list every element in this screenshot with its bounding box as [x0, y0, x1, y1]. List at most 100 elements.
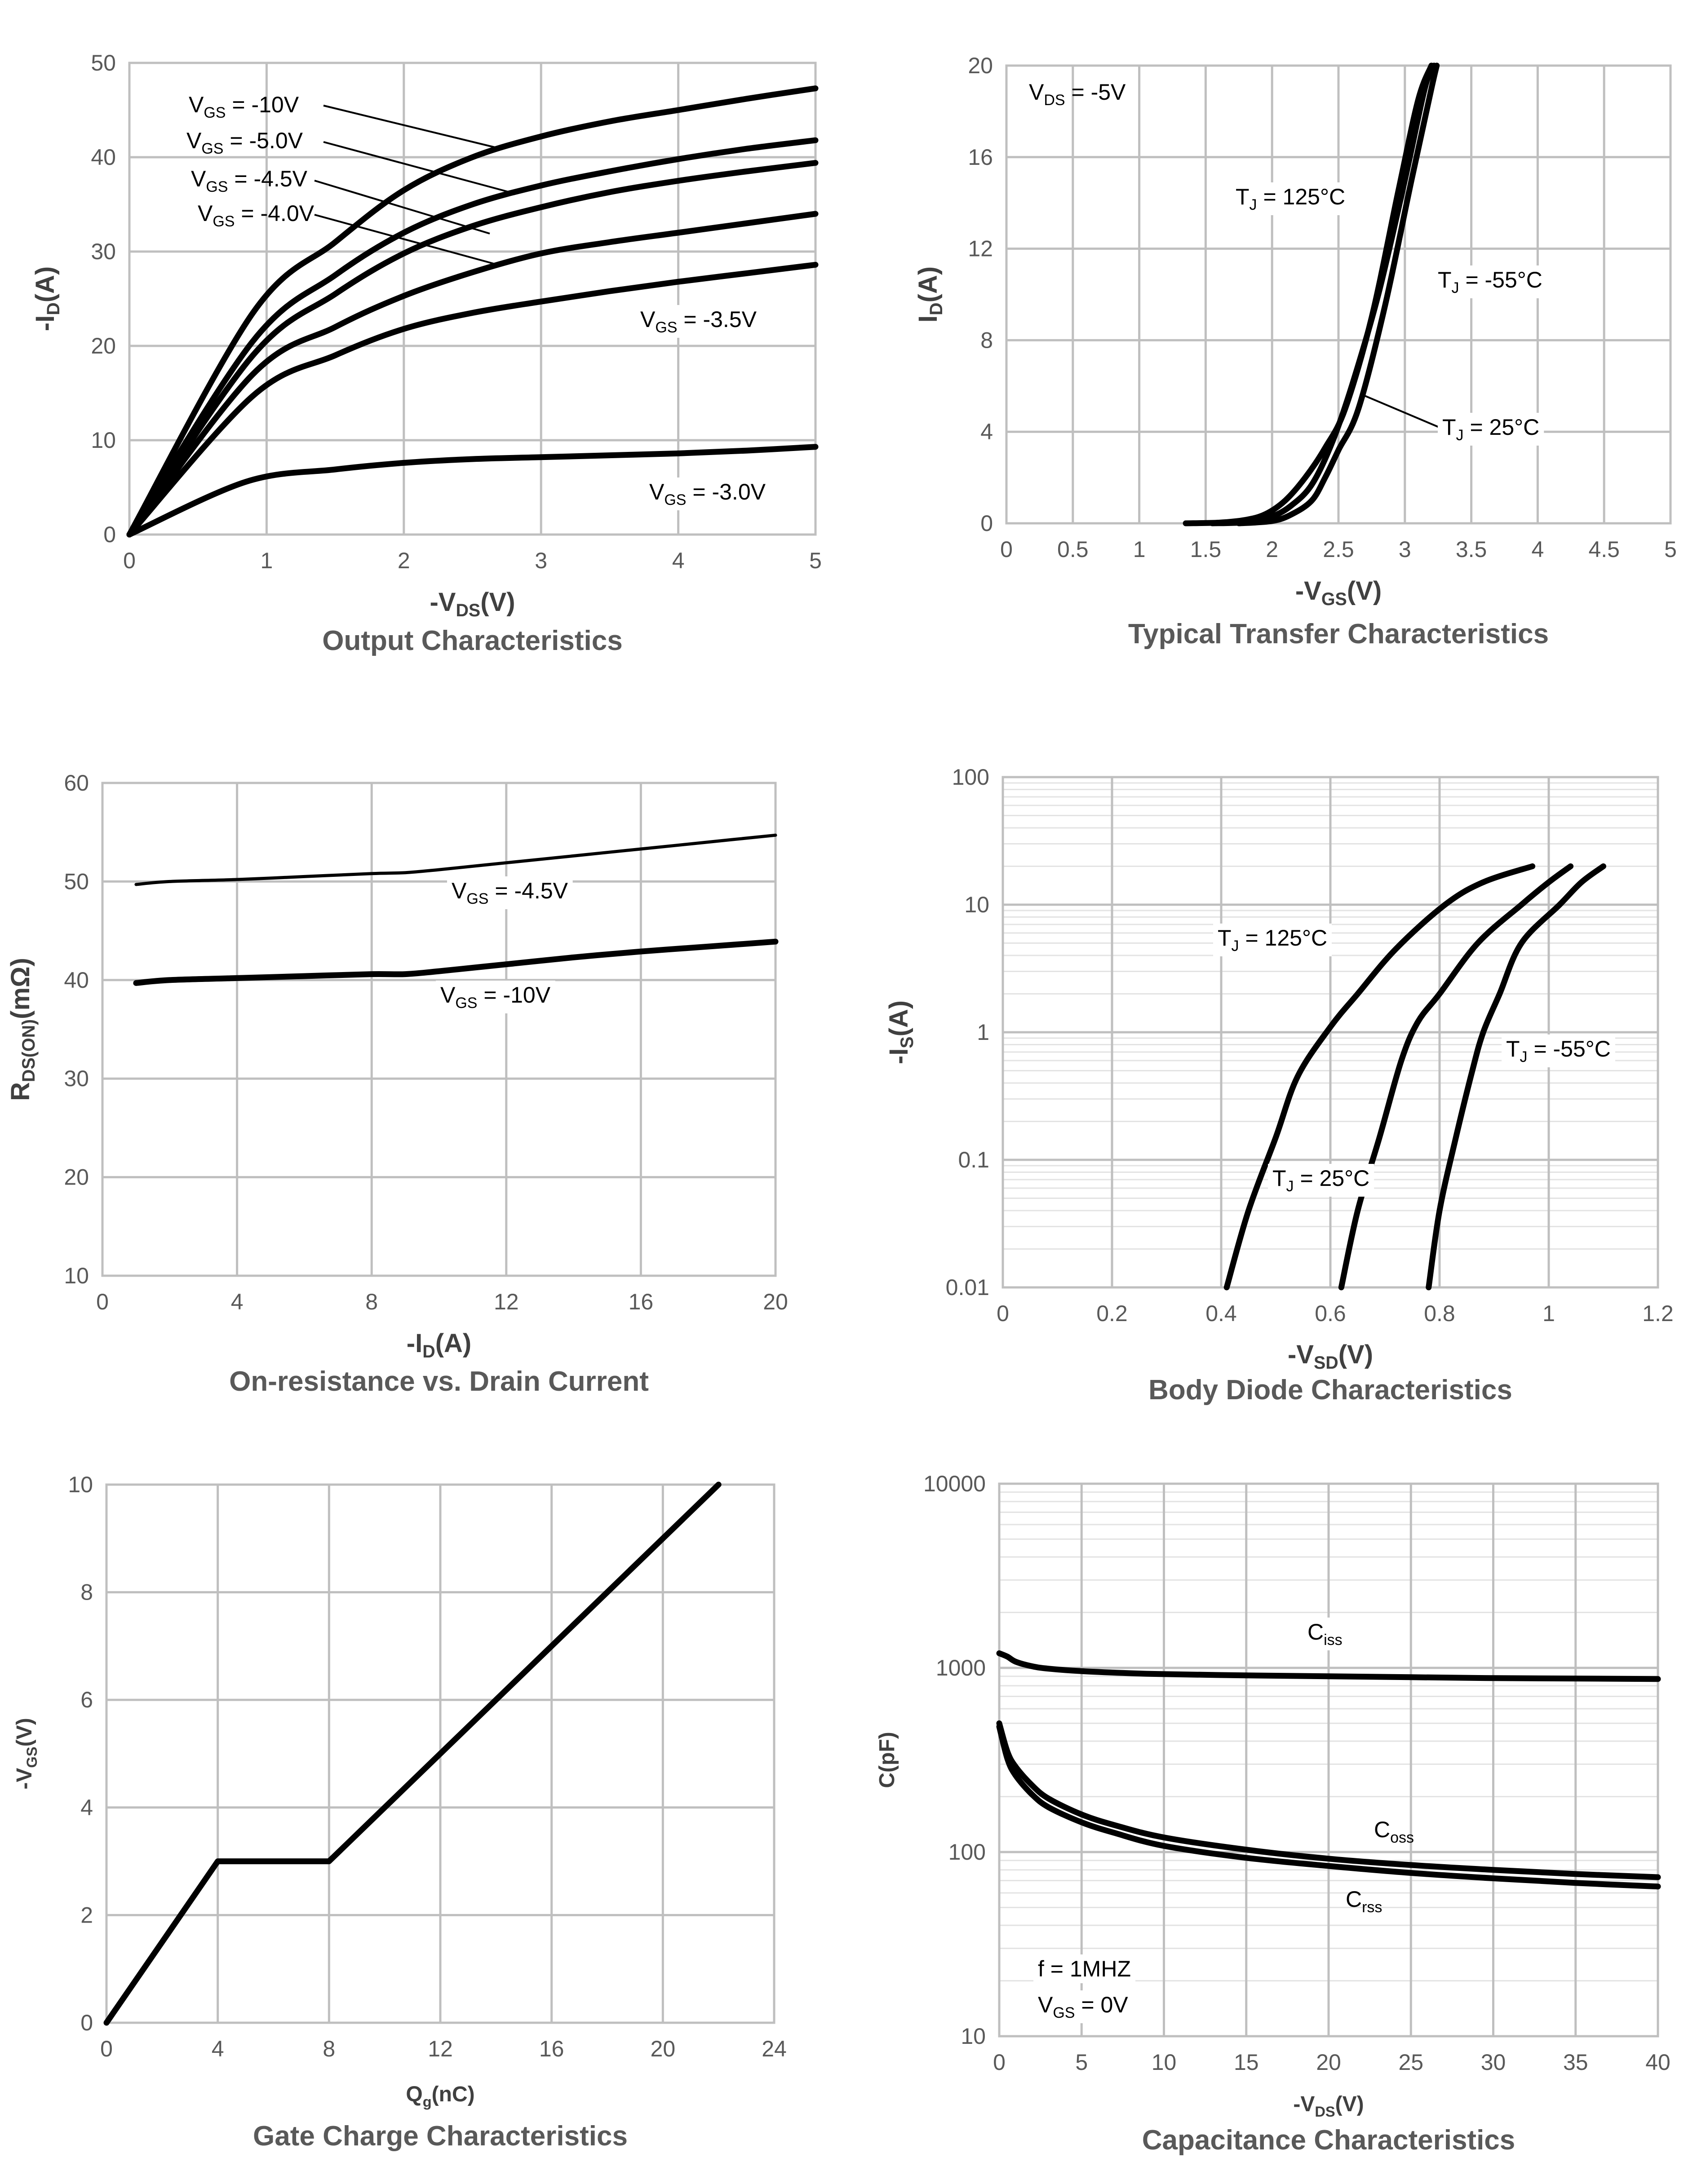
- annotation-background: [1033, 1990, 1133, 2023]
- annotation-label: Coss: [1374, 1817, 1414, 1846]
- annotation-label: TJ = -55°C: [1506, 1036, 1611, 1065]
- y-tick-label: 0: [80, 2010, 93, 2035]
- annotation-leader: [314, 180, 490, 234]
- series-line-diode-0: [1223, 863, 1536, 1291]
- x-tick-label: 0: [123, 548, 136, 573]
- series-line-rdson-1: [133, 938, 779, 986]
- x-tick-label: 3: [535, 548, 547, 573]
- annotation-background: [1502, 1035, 1615, 1067]
- x-axis-title: -ID(A): [407, 1329, 471, 1362]
- x-tick-label: 4.5: [1588, 537, 1620, 562]
- annotation-background: [1433, 265, 1547, 298]
- x-axis-title: -VSD(V): [1288, 1340, 1373, 1373]
- x-axis-title: -VDS(V): [1293, 2092, 1364, 2120]
- y-tick-label: 10: [91, 428, 116, 453]
- x-tick-label: 1.5: [1190, 537, 1222, 562]
- y-tick-label: 12: [968, 236, 993, 261]
- x-tick-label: 2: [1266, 537, 1278, 562]
- y-tick-label: 0: [980, 511, 993, 536]
- y-tick-label: 100: [952, 765, 989, 790]
- x-tick-label: 35: [1563, 2050, 1588, 2075]
- y-tick-label: 8: [80, 1580, 93, 1605]
- annotation-label: VGS = -10V: [440, 982, 551, 1012]
- annotation-label: VGS = -10V: [189, 92, 299, 121]
- annotation-label: VGS = -3.5V: [640, 307, 757, 336]
- y-tick-label: 0: [103, 522, 116, 547]
- x-tick-label: 8: [365, 1289, 378, 1314]
- x-tick-label: 4: [672, 548, 685, 573]
- y-tick-label: 1: [977, 1020, 989, 1045]
- annotation-leader: [1363, 394, 1440, 429]
- annotation-background: [1231, 182, 1350, 215]
- y-tick-label: 16: [968, 145, 993, 170]
- annotation-leader: [323, 105, 499, 149]
- x-tick-label: 24: [762, 2036, 787, 2061]
- x-axis-title: -VGS(V): [1295, 576, 1382, 609]
- y-axis-title: ID(A): [913, 266, 946, 323]
- series-line-output-4: [126, 261, 819, 538]
- y-tick-label: 20: [91, 333, 116, 358]
- series-line-transfer-1: [1209, 62, 1437, 526]
- y-tick-label: 1000: [936, 1655, 986, 1680]
- y-axis-title: RDS(ON)(mΩ): [6, 958, 39, 1101]
- plot-frame: [128, 62, 817, 536]
- x-tick-label: 20: [1316, 2050, 1341, 2075]
- x-tick-label: 10: [1152, 2050, 1177, 2075]
- x-tick-label: 0: [96, 1289, 109, 1314]
- y-tick-label: 2: [80, 1902, 93, 1928]
- y-tick-label: 0.1: [958, 1147, 989, 1172]
- x-tick-label: 2.5: [1323, 537, 1354, 562]
- y-axis-title: -ID(A): [31, 266, 63, 331]
- y-tick-label: 50: [64, 869, 89, 894]
- x-tick-label: 5: [1075, 2050, 1088, 2075]
- y-tick-label: 40: [64, 968, 89, 993]
- annotation-label: VGS = -3.0V: [649, 479, 766, 508]
- x-tick-label: 1: [1133, 537, 1146, 562]
- x-tick-label: 0.5: [1057, 537, 1089, 562]
- annotation-label: TJ = 125°C: [1218, 925, 1327, 955]
- annotation-label: VGS = -4.0V: [198, 201, 315, 230]
- chart-title: Output Characteristics: [322, 625, 622, 656]
- annotation-label: VGS = -5.0V: [186, 128, 303, 157]
- y-axis-title: C(pF): [875, 1732, 899, 1788]
- y-tick-label: 60: [64, 770, 89, 796]
- x-tick-label: 0: [100, 2036, 113, 2061]
- annotation-background: [447, 876, 573, 909]
- x-tick-label: 30: [1481, 2050, 1506, 2075]
- y-tick-label: 0.01: [946, 1275, 989, 1300]
- annotation-label: TJ = 25°C: [1272, 1166, 1369, 1195]
- y-axis-title-group: -ID(A): [31, 266, 63, 331]
- x-tick-label: 4: [1531, 537, 1544, 562]
- y-axis-title-group: ID(A): [913, 266, 946, 323]
- annotation-label: VGS = 0V: [1038, 1992, 1128, 2021]
- y-tick-label: 10: [64, 1263, 89, 1288]
- y-tick-label: 40: [91, 145, 116, 170]
- y-tick-label: 6: [80, 1687, 93, 1712]
- y-tick-label: 30: [64, 1066, 89, 1091]
- series-line-capacitance-1: [996, 1720, 1661, 1880]
- y-axis-title: -IS(A): [884, 1000, 917, 1064]
- y-axis-title-group: -IS(A): [884, 1000, 917, 1064]
- x-tick-label: 1: [1542, 1301, 1555, 1326]
- series-line-output-2: [126, 160, 819, 538]
- series-line-capacitance-0: [996, 1650, 1661, 1682]
- chart-title: Gate Charge Characteristics: [253, 2121, 628, 2152]
- plot-frame: [105, 1483, 775, 2024]
- chart-title: Typical Transfer Characteristics: [1128, 619, 1549, 650]
- annotation-label: TJ = -55°C: [1438, 267, 1542, 296]
- x-tick-label: 0.6: [1315, 1301, 1346, 1326]
- chart-rdson: 0 4 8 12 16 20 10 20 30 40 50 60 VGS = -4.5V VGS = -1…: [6, 770, 788, 1397]
- x-tick-label: 3.5: [1456, 537, 1487, 562]
- annotation-background: [436, 981, 555, 1013]
- y-axis-title-group: C(pF): [875, 1732, 899, 1788]
- series-line-output-5: [126, 444, 819, 538]
- x-tick-label: 16: [539, 2036, 564, 2061]
- series-line-capacitance-2: [996, 1724, 1661, 1890]
- annotation-label: VGS = -4.5V: [191, 166, 308, 195]
- annotation-background: [636, 305, 762, 338]
- y-tick-label: 50: [91, 50, 116, 75]
- annotation-label: TJ = 125°C: [1236, 184, 1345, 213]
- series-line-output-3: [126, 211, 819, 538]
